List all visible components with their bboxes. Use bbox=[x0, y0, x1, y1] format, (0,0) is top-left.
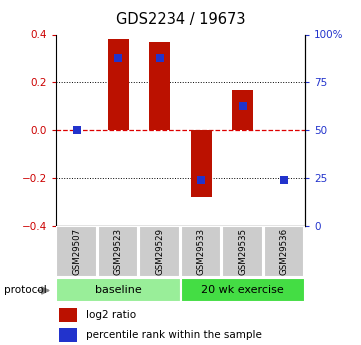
Point bbox=[240, 104, 245, 109]
FancyBboxPatch shape bbox=[181, 227, 221, 277]
Bar bbox=[59, 308, 77, 322]
Bar bbox=[108, 39, 129, 130]
Bar bbox=[232, 90, 253, 130]
Text: GSM29529: GSM29529 bbox=[155, 228, 164, 275]
Text: 20 wk exercise: 20 wk exercise bbox=[201, 285, 284, 295]
Bar bbox=[59, 328, 77, 342]
Text: GSM29507: GSM29507 bbox=[72, 228, 81, 275]
Text: baseline: baseline bbox=[95, 285, 142, 295]
FancyBboxPatch shape bbox=[222, 227, 263, 277]
Text: GSM29523: GSM29523 bbox=[114, 228, 123, 275]
Point bbox=[74, 128, 80, 133]
Text: GDS2234 / 19673: GDS2234 / 19673 bbox=[116, 12, 245, 27]
Text: percentile rank within the sample: percentile rank within the sample bbox=[86, 330, 261, 340]
FancyBboxPatch shape bbox=[180, 278, 305, 302]
FancyBboxPatch shape bbox=[264, 227, 304, 277]
Text: GSM29533: GSM29533 bbox=[197, 228, 206, 275]
Text: protocol: protocol bbox=[4, 286, 46, 295]
Text: GSM29536: GSM29536 bbox=[280, 228, 289, 275]
FancyBboxPatch shape bbox=[139, 227, 180, 277]
Point bbox=[157, 56, 162, 61]
Text: GSM29535: GSM29535 bbox=[238, 228, 247, 275]
FancyBboxPatch shape bbox=[56, 278, 180, 302]
Point bbox=[116, 56, 121, 61]
Text: log2 ratio: log2 ratio bbox=[86, 310, 136, 320]
Point bbox=[282, 178, 287, 183]
FancyBboxPatch shape bbox=[98, 227, 138, 277]
FancyBboxPatch shape bbox=[56, 227, 97, 277]
Bar bbox=[191, 130, 212, 197]
Bar bbox=[149, 42, 170, 130]
Point bbox=[199, 178, 204, 183]
